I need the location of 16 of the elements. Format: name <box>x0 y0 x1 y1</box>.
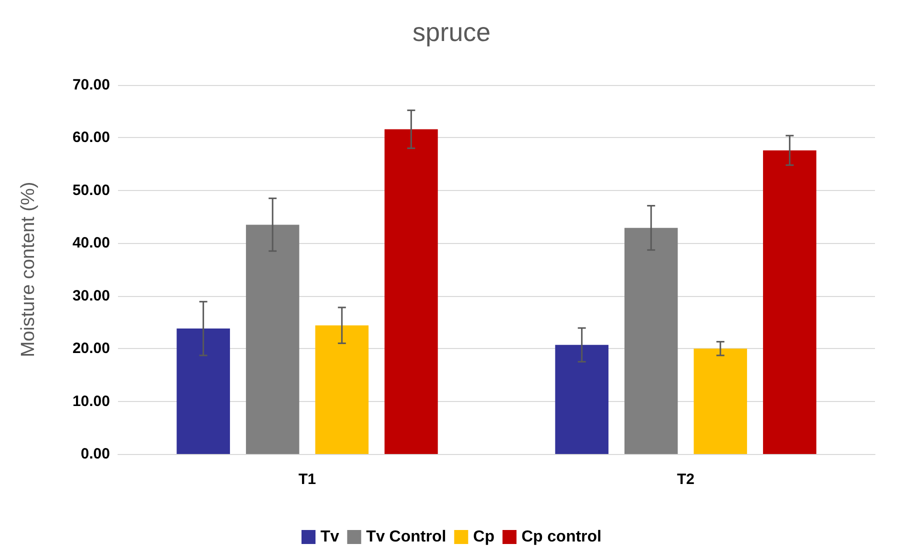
y-tick-label: 50.00 <box>72 182 110 199</box>
chart-title: spruce <box>412 17 491 47</box>
y-tick-label: 30.00 <box>72 287 110 304</box>
legend-label: Cp <box>473 528 495 546</box>
legend-label: Tv <box>320 528 340 546</box>
legend-label: Cp control <box>522 528 602 546</box>
y-axis-title: Moisture content (%) <box>18 182 39 358</box>
x-tick-label: T2 <box>676 471 695 488</box>
legend-label: Tv Control <box>366 528 446 546</box>
y-tick-label: 70.00 <box>72 76 110 94</box>
y-tick-label: 0.00 <box>80 446 110 462</box>
y-tick-label: 60.00 <box>72 129 110 146</box>
y-tick-label: 20.00 <box>72 340 110 358</box>
x-tick-label: T1 <box>298 471 316 488</box>
y-tick-label: 10.00 <box>72 392 110 410</box>
y-tick-label: 40.00 <box>72 234 110 252</box>
